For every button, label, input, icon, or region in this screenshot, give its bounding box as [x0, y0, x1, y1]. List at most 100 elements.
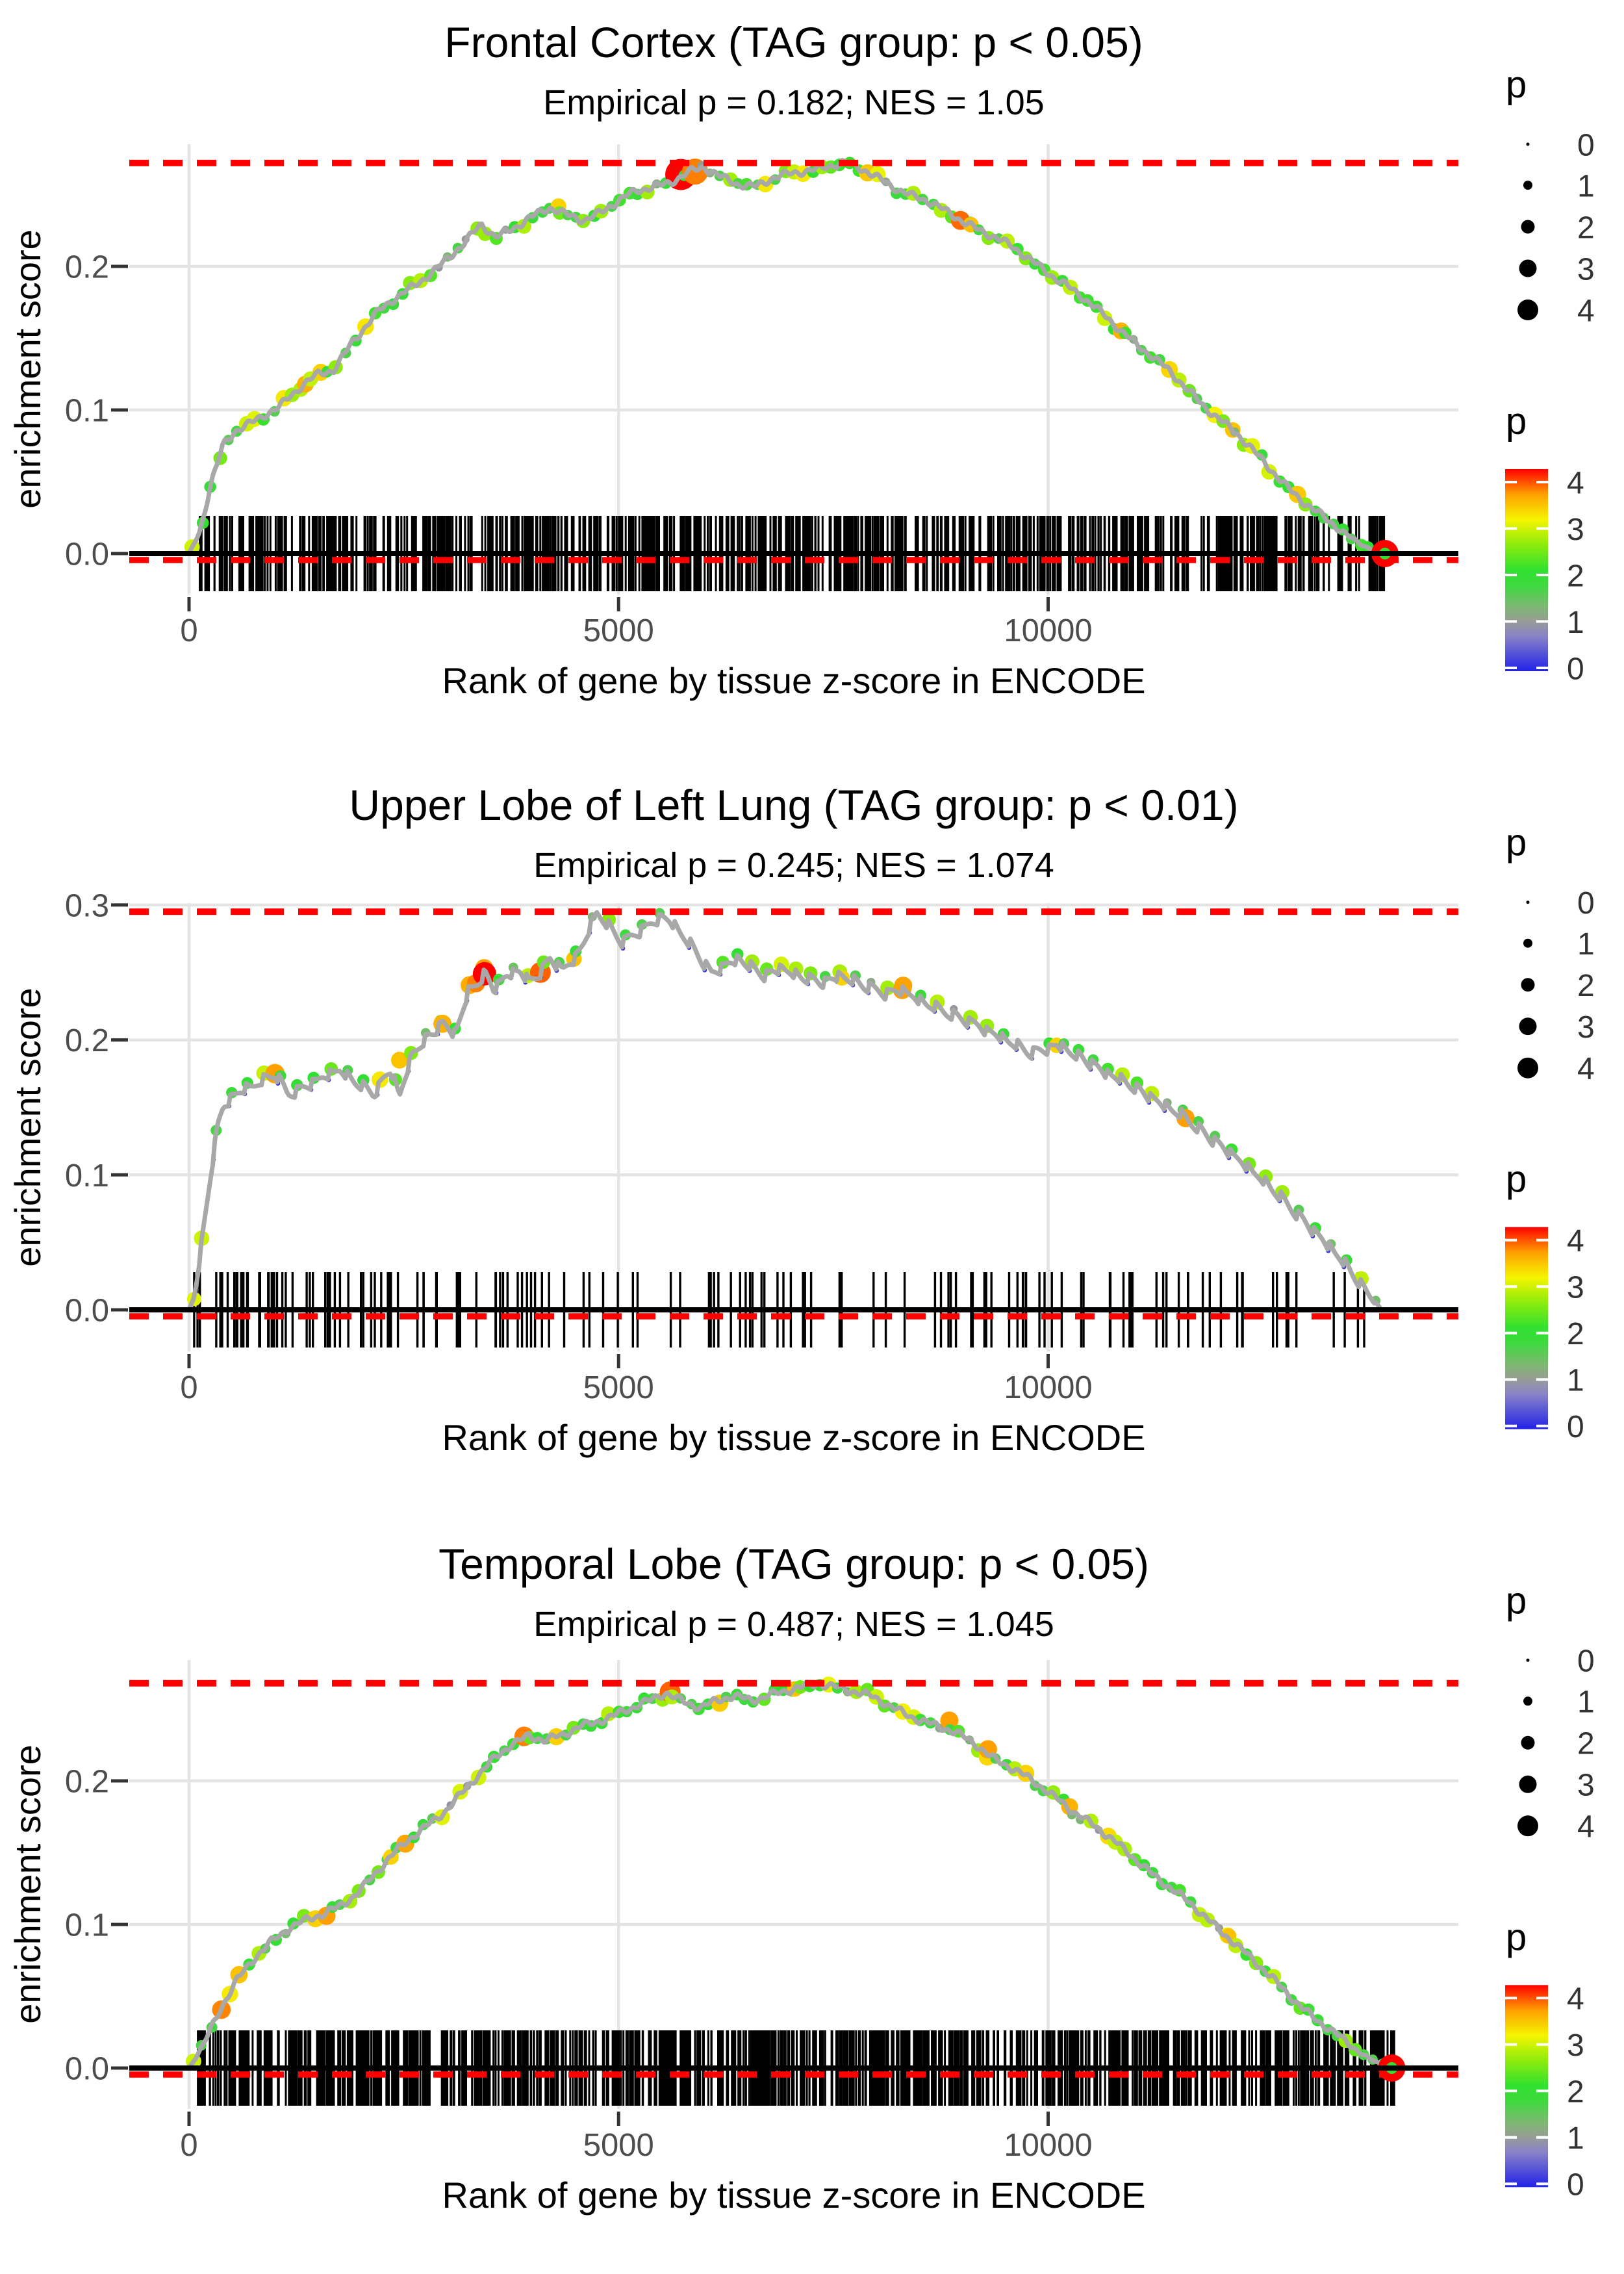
y-axis: 0.0 0.1 0.2 0.3 — [65, 889, 128, 1329]
x-tick-label: 0 — [180, 613, 197, 648]
panel-title: Temporal Lobe (TAG group: p < 0.05) — [438, 1540, 1149, 1588]
size-legend-label: 2 — [1577, 1727, 1595, 1761]
color-legend-label: 1 — [1567, 606, 1584, 640]
x-axis-title: Rank of gene by tissue z-score in ENCODE — [442, 660, 1145, 701]
size-legend: p 0 1 2 3 4 — [1506, 1579, 1595, 1844]
size-legend-title: p — [1506, 64, 1527, 106]
x-tick-label: 10000 — [1004, 2128, 1092, 2163]
color-legend-gradient-bar — [1505, 1985, 1548, 2188]
size-legend-dot — [1521, 978, 1535, 992]
x-tick-label: 0 — [180, 2128, 197, 2163]
size-legend-dot — [1521, 220, 1535, 234]
y-tick-label: 0.3 — [65, 889, 109, 924]
y-axis-title: enrichment score — [7, 1744, 48, 2024]
size-legend-label: 3 — [1577, 1769, 1595, 1803]
enrichment-curve — [187, 1680, 1391, 2070]
y-axis: 0.0 0.1 0.2 — [65, 1765, 128, 2087]
y-tick-label: 0.2 — [65, 1023, 109, 1058]
color-legend: p 4 3 2 1 0 — [1505, 1916, 1584, 2203]
panel-subtitle: Empirical p = 0.182; NES = 1.05 — [543, 83, 1044, 122]
panel-title: Frontal Cortex (TAG group: p < 0.05) — [444, 18, 1143, 66]
color-legend-label: 2 — [1567, 559, 1584, 593]
color-legend-label: 4 — [1567, 466, 1584, 500]
size-legend: p 0 1 2 3 4 — [1506, 64, 1595, 328]
panel-upper-lobe-of-left-lung: 0.0 0.1 0.2 0.3 0 5000 10000 Upper Lobe of Left… — [7, 781, 1595, 1458]
x-tick-label: 5000 — [583, 2128, 654, 2163]
size-legend-title: p — [1506, 1579, 1527, 1622]
enrichment-curve — [187, 158, 1385, 556]
size-legend-label: 2 — [1577, 211, 1595, 245]
size-legend-dot — [1517, 1057, 1538, 1079]
color-legend-label: 3 — [1567, 2028, 1584, 2063]
size-legend-dot — [1521, 1735, 1535, 1750]
size-legend-label: 4 — [1577, 1052, 1595, 1086]
y-tick-label: 0.0 — [65, 537, 109, 572]
y-axis-title: enrichment score — [7, 229, 48, 509]
y-tick-label: 0.0 — [65, 1294, 109, 1329]
panel-frontal-cortex: 0.0 0.1 0.2 0 5000 10000 Frontal Cortex (TAG g… — [7, 18, 1595, 701]
size-legend: p 0 1 2 3 4 — [1506, 822, 1595, 1086]
x-axis: 0 5000 10000 — [180, 1354, 1093, 1405]
size-legend-dot — [1523, 181, 1532, 190]
color-legend-label: 2 — [1567, 1317, 1584, 1351]
color-legend: p 4 3 2 1 0 — [1505, 400, 1584, 686]
x-tick-label: 10000 — [1004, 613, 1092, 648]
enrichment-curve — [187, 910, 1382, 1310]
size-legend-title: p — [1506, 822, 1527, 864]
color-legend-label: 0 — [1567, 1410, 1584, 1444]
color-legend-label: 0 — [1567, 2168, 1584, 2203]
x-axis-title: Rank of gene by tissue z-score in ENCODE — [442, 2175, 1145, 2216]
color-legend-title: p — [1506, 1916, 1527, 1958]
color-legend-label: 1 — [1567, 1363, 1584, 1398]
size-legend-label: 2 — [1577, 969, 1595, 1003]
y-tick-label: 0.1 — [65, 1158, 109, 1194]
color-legend-gradient-bar — [1505, 469, 1548, 671]
size-legend-dot — [1519, 259, 1537, 277]
size-legend-dot — [1526, 142, 1530, 146]
x-tick-label: 5000 — [583, 1370, 654, 1405]
color-legend-label: 3 — [1567, 1270, 1584, 1305]
y-axis: 0.0 0.1 0.2 — [65, 250, 128, 572]
size-legend-dot — [1523, 1696, 1532, 1706]
y-axis-title: enrichment score — [7, 988, 48, 1267]
size-legend-label: 0 — [1577, 886, 1595, 921]
x-axis: 0 5000 10000 — [180, 597, 1093, 648]
x-tick-label: 5000 — [583, 613, 654, 648]
color-legend-label: 4 — [1567, 1224, 1584, 1258]
size-legend-label: 1 — [1577, 1685, 1595, 1720]
size-legend-label: 1 — [1577, 927, 1595, 962]
color-legend-gradient-bar — [1505, 1227, 1548, 1429]
color-legend-title: p — [1506, 1158, 1527, 1201]
color-legend-label: 4 — [1567, 1982, 1584, 2017]
color-legend: p 4 3 2 1 0 — [1505, 1158, 1584, 1444]
x-tick-label: 10000 — [1004, 1370, 1092, 1405]
size-legend-dot — [1519, 1775, 1537, 1793]
color-legend-label: 3 — [1567, 513, 1584, 547]
size-legend-label: 3 — [1577, 252, 1595, 287]
color-legend-label: 0 — [1567, 652, 1584, 686]
y-tick-label: 0.1 — [65, 1908, 109, 1943]
size-legend-label: 4 — [1577, 1810, 1595, 1845]
size-legend-dot — [1517, 1815, 1538, 1837]
x-axis: 0 5000 10000 — [180, 2112, 1093, 2163]
size-legend-label: 0 — [1577, 128, 1595, 162]
size-legend-label: 4 — [1577, 294, 1595, 328]
size-legend-label: 3 — [1577, 1010, 1595, 1045]
color-legend-label: 1 — [1567, 2121, 1584, 2156]
y-tick-label: 0.2 — [65, 250, 109, 285]
y-tick-label: 0.0 — [65, 2052, 109, 2087]
size-legend-dot — [1526, 901, 1530, 904]
size-legend-dot — [1523, 938, 1532, 948]
panel-subtitle: Empirical p = 0.487; NES = 1.045 — [533, 1605, 1054, 1644]
size-legend-dot — [1519, 1017, 1537, 1036]
size-legend-dot — [1517, 300, 1538, 320]
x-tick-label: 0 — [180, 1370, 197, 1405]
panel-temporal-lobe: 0.0 0.1 0.2 0 5000 10000 Temporal Lobe (TAG gr… — [7, 1540, 1595, 2216]
panel-subtitle: Empirical p = 0.245; NES = 1.074 — [533, 846, 1054, 885]
color-legend-title: p — [1506, 400, 1527, 442]
size-legend-dot — [1526, 1658, 1530, 1662]
panel-title: Upper Lobe of Left Lung (TAG group: p < … — [349, 781, 1238, 829]
y-tick-label: 0.2 — [65, 1765, 109, 1800]
